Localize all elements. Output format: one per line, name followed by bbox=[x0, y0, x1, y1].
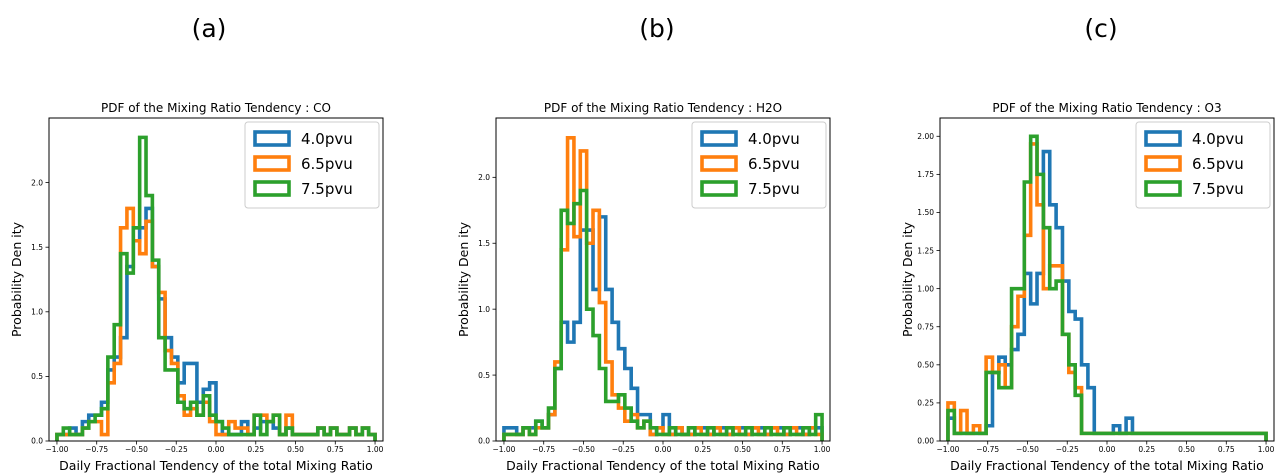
y-tick-label: 0.0 bbox=[478, 437, 490, 446]
y-tick-label: 1.0 bbox=[31, 308, 43, 317]
y-axis-label: Probability Den ity bbox=[900, 221, 915, 337]
x-tick-label: 1.00 bbox=[1258, 445, 1275, 454]
series-line-7.5pvu bbox=[502, 188, 824, 441]
panel-label: (c) bbox=[1084, 14, 1117, 43]
x-axis-label: Daily Fractional Tendency of the total M… bbox=[59, 458, 373, 473]
x-tick-label: −0.25 bbox=[612, 445, 635, 454]
legend-swatch bbox=[700, 130, 738, 147]
y-tick-label: 0.0 bbox=[31, 437, 43, 446]
y-tick-label: 0.25 bbox=[917, 399, 934, 408]
y-tick-label: 1.00 bbox=[917, 284, 934, 293]
x-tick-label: −0.50 bbox=[572, 445, 595, 454]
x-tick-label: 0.50 bbox=[287, 445, 304, 454]
x-tick-label: 1.00 bbox=[814, 445, 831, 454]
legend-swatch bbox=[1144, 155, 1182, 172]
y-tick-label: 0.5 bbox=[31, 372, 43, 381]
legend-swatch bbox=[1144, 180, 1182, 197]
legend-swatch bbox=[700, 155, 738, 172]
legend-label: 4.0pvu bbox=[1192, 130, 1244, 148]
legend-swatch bbox=[253, 180, 291, 197]
y-tick-label: 2.00 bbox=[917, 132, 934, 141]
x-tick-label: 0.00 bbox=[655, 445, 672, 454]
y-tick-label: 0.00 bbox=[917, 437, 934, 446]
x-tick-label: 0.50 bbox=[734, 445, 751, 454]
x-axis-label: Daily Fractional Tendency of the total M… bbox=[950, 458, 1264, 473]
panel-label: (a) bbox=[192, 14, 227, 43]
chart-panel-3: (c) PDF of the Mixing Ratio Tendency : O3… bbox=[900, 14, 1275, 473]
x-tick-label: 0.25 bbox=[1138, 445, 1155, 454]
legend: 4.0pvu 6.5pvu 7.5pvu bbox=[244, 121, 380, 209]
y-tick-label: 2.0 bbox=[31, 178, 43, 187]
legend-label: 6.5pvu bbox=[1192, 155, 1244, 173]
legend-label: 4.0pvu bbox=[301, 130, 353, 148]
x-tick-label: 0.75 bbox=[327, 445, 344, 454]
legend-label: 7.5pvu bbox=[1192, 180, 1244, 198]
x-tick-label: 0.75 bbox=[774, 445, 791, 454]
chart-panel-1: (a) PDF of the Mixing Ratio Tendency : CO… bbox=[9, 14, 384, 473]
x-tick-label: 0.00 bbox=[1099, 445, 1116, 454]
x-tick-label: −0.75 bbox=[532, 445, 555, 454]
x-tick-label: −0.25 bbox=[1056, 445, 1079, 454]
y-tick-label: 1.50 bbox=[917, 208, 934, 217]
x-axis-label: Daily Fractional Tendency of the total M… bbox=[506, 458, 820, 473]
legend: 4.0pvu 6.5pvu 7.5pvu bbox=[1135, 121, 1271, 209]
y-axis-label: Probability Den ity bbox=[9, 221, 24, 337]
x-tick-label: −0.25 bbox=[165, 445, 188, 454]
legend-swatch bbox=[253, 155, 291, 172]
legend-label: 7.5pvu bbox=[301, 180, 353, 198]
legend-swatch bbox=[253, 130, 291, 147]
x-tick-label: −0.75 bbox=[976, 445, 999, 454]
y-tick-label: 0.75 bbox=[917, 322, 934, 331]
series-line-7.5pvu bbox=[946, 134, 1268, 441]
y-tick-label: 1.25 bbox=[917, 246, 934, 255]
y-tick-label: 1.75 bbox=[917, 170, 934, 179]
x-tick-label: −1.00 bbox=[492, 445, 515, 454]
chart-title: PDF of the Mixing Ratio Tendency : O3 bbox=[992, 101, 1221, 115]
legend-label: 6.5pvu bbox=[301, 155, 353, 173]
legend: 4.0pvu 6.5pvu 7.5pvu bbox=[691, 121, 827, 209]
y-tick-label: 1.0 bbox=[478, 305, 490, 314]
legend-swatch bbox=[700, 180, 738, 197]
x-tick-label: −0.75 bbox=[85, 445, 108, 454]
y-axis-label: Probability Den ity bbox=[456, 221, 471, 337]
x-tick-label: −0.50 bbox=[1016, 445, 1039, 454]
chart-title: PDF of the Mixing Ratio Tendency : CO bbox=[101, 101, 331, 115]
series-line-4.0pvu bbox=[55, 206, 377, 441]
panel-label: (b) bbox=[639, 14, 674, 43]
y-tick-label: 1.5 bbox=[478, 239, 490, 248]
x-tick-label: −1.00 bbox=[936, 445, 959, 454]
x-tick-label: −0.50 bbox=[125, 445, 148, 454]
y-tick-label: 0.50 bbox=[917, 361, 934, 370]
x-tick-label: 0.00 bbox=[208, 445, 225, 454]
x-tick-label: −1.00 bbox=[45, 445, 68, 454]
x-tick-label: 0.25 bbox=[247, 445, 264, 454]
legend-label: 4.0pvu bbox=[748, 130, 800, 148]
x-tick-label: 0.50 bbox=[1178, 445, 1195, 454]
x-tick-label: 1.00 bbox=[367, 445, 384, 454]
y-tick-label: 2.0 bbox=[478, 173, 490, 182]
y-tick-label: 0.5 bbox=[478, 371, 490, 380]
chart-title: PDF of the Mixing Ratio Tendency : H2O bbox=[544, 101, 782, 115]
x-tick-label: 0.25 bbox=[694, 445, 711, 454]
y-tick-label: 1.5 bbox=[31, 243, 43, 252]
chart-panel-2: (b) PDF of the Mixing Ratio Tendency : H2… bbox=[456, 14, 831, 473]
x-tick-label: 0.75 bbox=[1218, 445, 1235, 454]
legend-label: 6.5pvu bbox=[748, 155, 800, 173]
legend-swatch bbox=[1144, 130, 1182, 147]
series-line-7.5pvu bbox=[55, 135, 377, 441]
legend-label: 7.5pvu bbox=[748, 180, 800, 198]
